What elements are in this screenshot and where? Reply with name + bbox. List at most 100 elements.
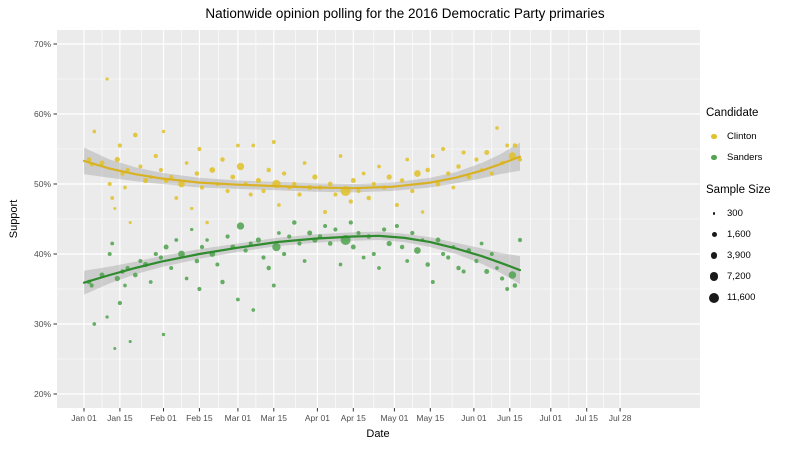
size-legend-item: 300	[706, 203, 771, 224]
size-swatch	[706, 252, 722, 259]
data-point-clinton	[277, 203, 281, 207]
data-point-clinton	[114, 156, 120, 163]
data-point-clinton	[235, 143, 240, 148]
data-point-clinton	[110, 196, 115, 200]
x-tick-label: Jul 01	[539, 413, 562, 423]
data-point-sanders	[430, 280, 435, 284]
minor-gridlines	[57, 30, 700, 408]
candidate-swatch-clinton	[706, 133, 722, 140]
data-point-clinton	[220, 157, 225, 162]
data-point-clinton	[505, 143, 510, 148]
data-point-clinton	[484, 150, 490, 155]
data-point-clinton	[153, 153, 158, 159]
data-point-sanders	[410, 230, 415, 236]
size-dot-icon	[710, 252, 718, 259]
data-point-sanders	[128, 339, 132, 344]
data-point-sanders	[348, 220, 353, 225]
data-point-clinton	[461, 150, 466, 155]
data-point-sanders	[517, 237, 523, 243]
data-point-clinton	[230, 174, 236, 180]
data-point-sanders	[178, 250, 185, 258]
data-point-sanders	[110, 241, 115, 246]
data-point-sanders	[243, 248, 248, 253]
data-point-clinton	[261, 188, 266, 194]
data-point-sanders	[271, 283, 276, 288]
data-point-clinton	[205, 220, 209, 225]
data-point-sanders	[425, 262, 430, 267]
data-point-sanders	[399, 244, 405, 250]
confidence-band-sanders	[84, 231, 520, 295]
x-tick-label: Jan 15	[107, 413, 133, 423]
y-tick-label: 20%	[34, 389, 51, 399]
data-point-clinton	[435, 181, 441, 187]
data-point-sanders	[92, 322, 97, 326]
data-point-sanders	[484, 269, 490, 274]
data-point-sanders	[505, 287, 510, 291]
data-point-sanders	[255, 237, 261, 243]
data-point-clinton	[292, 181, 297, 187]
x-axis-label: Date	[366, 428, 390, 440]
data-point-sanders	[235, 297, 240, 302]
data-point-clinton	[456, 164, 461, 169]
data-point-sanders	[377, 266, 381, 270]
data-point-sanders	[113, 347, 117, 350]
data-point-clinton	[405, 157, 410, 162]
x-tick-label: Feb 15	[186, 413, 213, 423]
size-dot-icon	[709, 272, 719, 281]
candidate-label: Sanders	[727, 152, 763, 163]
data-point-clinton	[225, 188, 230, 194]
data-point-sanders	[361, 255, 366, 260]
axis-tick-labels: Jan 01 Jan 15 Feb 01 Feb 15 Mar 01 Mar 15 Apr …	[34, 39, 632, 423]
x-tick-label: Apr 15	[341, 413, 366, 423]
data-point-clinton	[92, 129, 97, 134]
data-point-clinton	[197, 146, 202, 152]
data-point-clinton	[377, 164, 381, 169]
data-point-clinton	[255, 177, 261, 184]
y-tick-label: 40%	[34, 249, 51, 259]
axis-ticks	[53, 43, 621, 412]
data-point-clinton	[236, 162, 245, 171]
size-dot-icon	[709, 292, 719, 303]
data-point-clinton	[394, 202, 399, 208]
data-point-sanders	[499, 276, 505, 281]
size-legend-title: Sample Size	[706, 184, 771, 196]
data-point-sanders	[495, 266, 499, 270]
confidence-band-clinton	[84, 142, 520, 193]
data-point-sanders	[386, 240, 392, 247]
data-point-clinton	[371, 181, 376, 187]
data-point-clinton	[348, 199, 353, 204]
data-point-sanders	[138, 259, 143, 263]
size-label: 7,200	[727, 271, 751, 282]
data-point-clinton	[386, 174, 392, 180]
data-point-sanders	[327, 241, 333, 246]
data-point-sanders	[248, 241, 253, 246]
data-point-sanders	[205, 238, 209, 242]
data-point-sanders	[287, 234, 292, 239]
data-point-sanders	[132, 272, 138, 278]
data-point-clinton	[132, 132, 138, 138]
data-point-sanders	[292, 220, 297, 225]
data-point-clinton	[512, 143, 518, 148]
y-tick-label: 70%	[34, 39, 51, 49]
data-point-sanders	[197, 286, 202, 292]
data-point-sanders	[479, 241, 484, 246]
data-point-clinton	[302, 161, 307, 165]
data-point-clinton	[169, 175, 174, 179]
data-point-clinton	[399, 178, 405, 183]
data-point-clinton	[190, 206, 194, 211]
x-tick-label: Jun 01	[461, 413, 487, 423]
data-point-sanders	[381, 227, 387, 232]
data-point-clinton	[297, 192, 302, 197]
data-point-clinton	[113, 207, 117, 210]
data-point-clinton	[466, 174, 472, 180]
data-point-sanders	[114, 275, 120, 282]
data-point-sanders	[508, 271, 517, 279]
candidate-label: Clinton	[727, 131, 757, 142]
legend: Candidate Clinton Sanders Sample Size 300…	[706, 107, 771, 308]
data-point-sanders	[194, 258, 200, 264]
data-point-sanders	[414, 247, 421, 254]
size-legend-item: 1,600	[706, 224, 771, 245]
size-legend-item: 11,600	[706, 287, 771, 308]
data-point-clinton	[366, 195, 371, 201]
data-point-sanders	[158, 255, 163, 260]
